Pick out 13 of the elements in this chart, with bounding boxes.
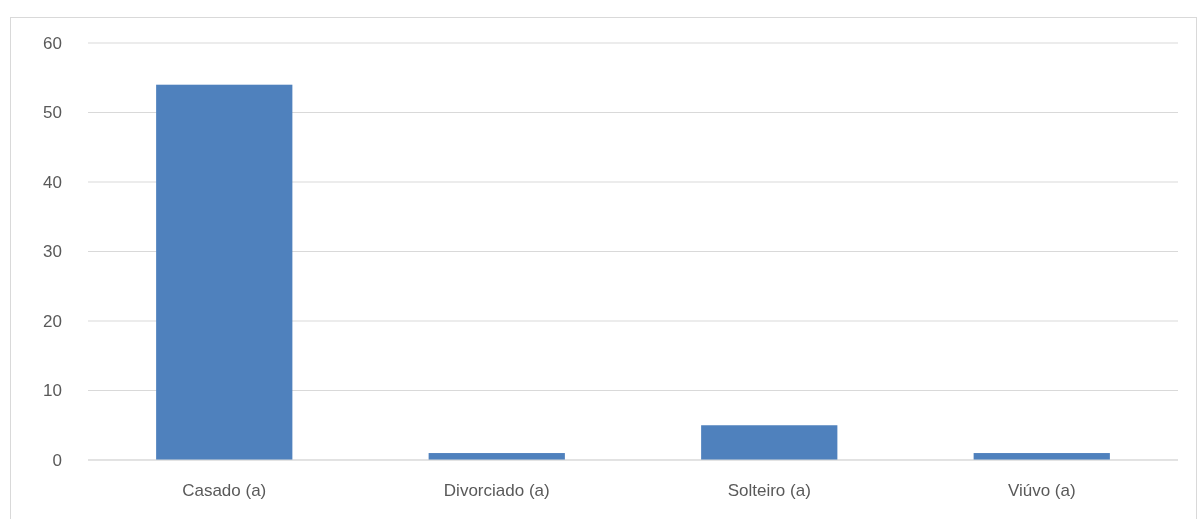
bar: [156, 84, 293, 460]
x-tick-label: Casado (a): [182, 481, 267, 500]
x-tick-label: Divorciado (a): [443, 481, 550, 500]
y-tick-label: 30: [43, 242, 62, 262]
y-tick-label: 0: [52, 450, 62, 470]
y-tick-label: 10: [43, 381, 62, 401]
y-tick-label: 20: [43, 311, 62, 331]
x-tick-label: Solteiro (a): [727, 481, 811, 500]
x-tick-label: Viúvo (a): [1007, 481, 1076, 500]
bar: [701, 425, 838, 460]
y-tick-label: 40: [43, 172, 62, 192]
y-tick-label: 50: [43, 103, 62, 123]
y-tick-label: 60: [43, 33, 62, 53]
